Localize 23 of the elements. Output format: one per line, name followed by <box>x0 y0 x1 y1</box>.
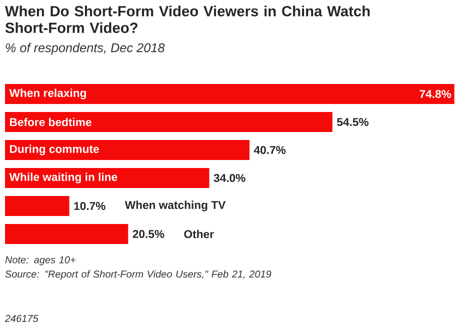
text: 246175 <box>4 314 38 322</box>
bar <box>5 112 332 132</box>
bar <box>5 168 210 188</box>
bar <box>5 196 70 216</box>
y-tick-label: When relaxing <box>9 88 86 100</box>
chart-subtitle: % of respondents, Dec 2018 <box>6 42 165 55</box>
bar <box>5 84 454 104</box>
source-note: Source: "Report of Short-Form Video Users," Feb 21, 2019 <box>5 270 272 280</box>
data-label: 34.0% <box>214 174 246 182</box>
data-label: 54.5% <box>337 118 368 126</box>
text: Note: ages 10+ <box>5 256 76 266</box>
y-tick-label: Other <box>184 230 214 238</box>
y-tick-label: During commute <box>10 144 99 156</box>
bar <box>5 140 250 160</box>
data-label: 74.8% <box>420 90 452 98</box>
data-label: 40.7% <box>254 146 286 154</box>
y-tick-label: While waiting in line <box>9 172 118 184</box>
y-tick-label: Before bedtime <box>10 118 92 126</box>
bar <box>5 224 128 244</box>
data-label: 10.7% <box>74 202 106 210</box>
data-label: 20.5% <box>132 230 164 238</box>
y-tick-label: When watching TV <box>124 200 226 212</box>
chart-title: When Do Short-Form Video Viewers in China Watch Short-Form Video? <box>4 6 370 34</box>
